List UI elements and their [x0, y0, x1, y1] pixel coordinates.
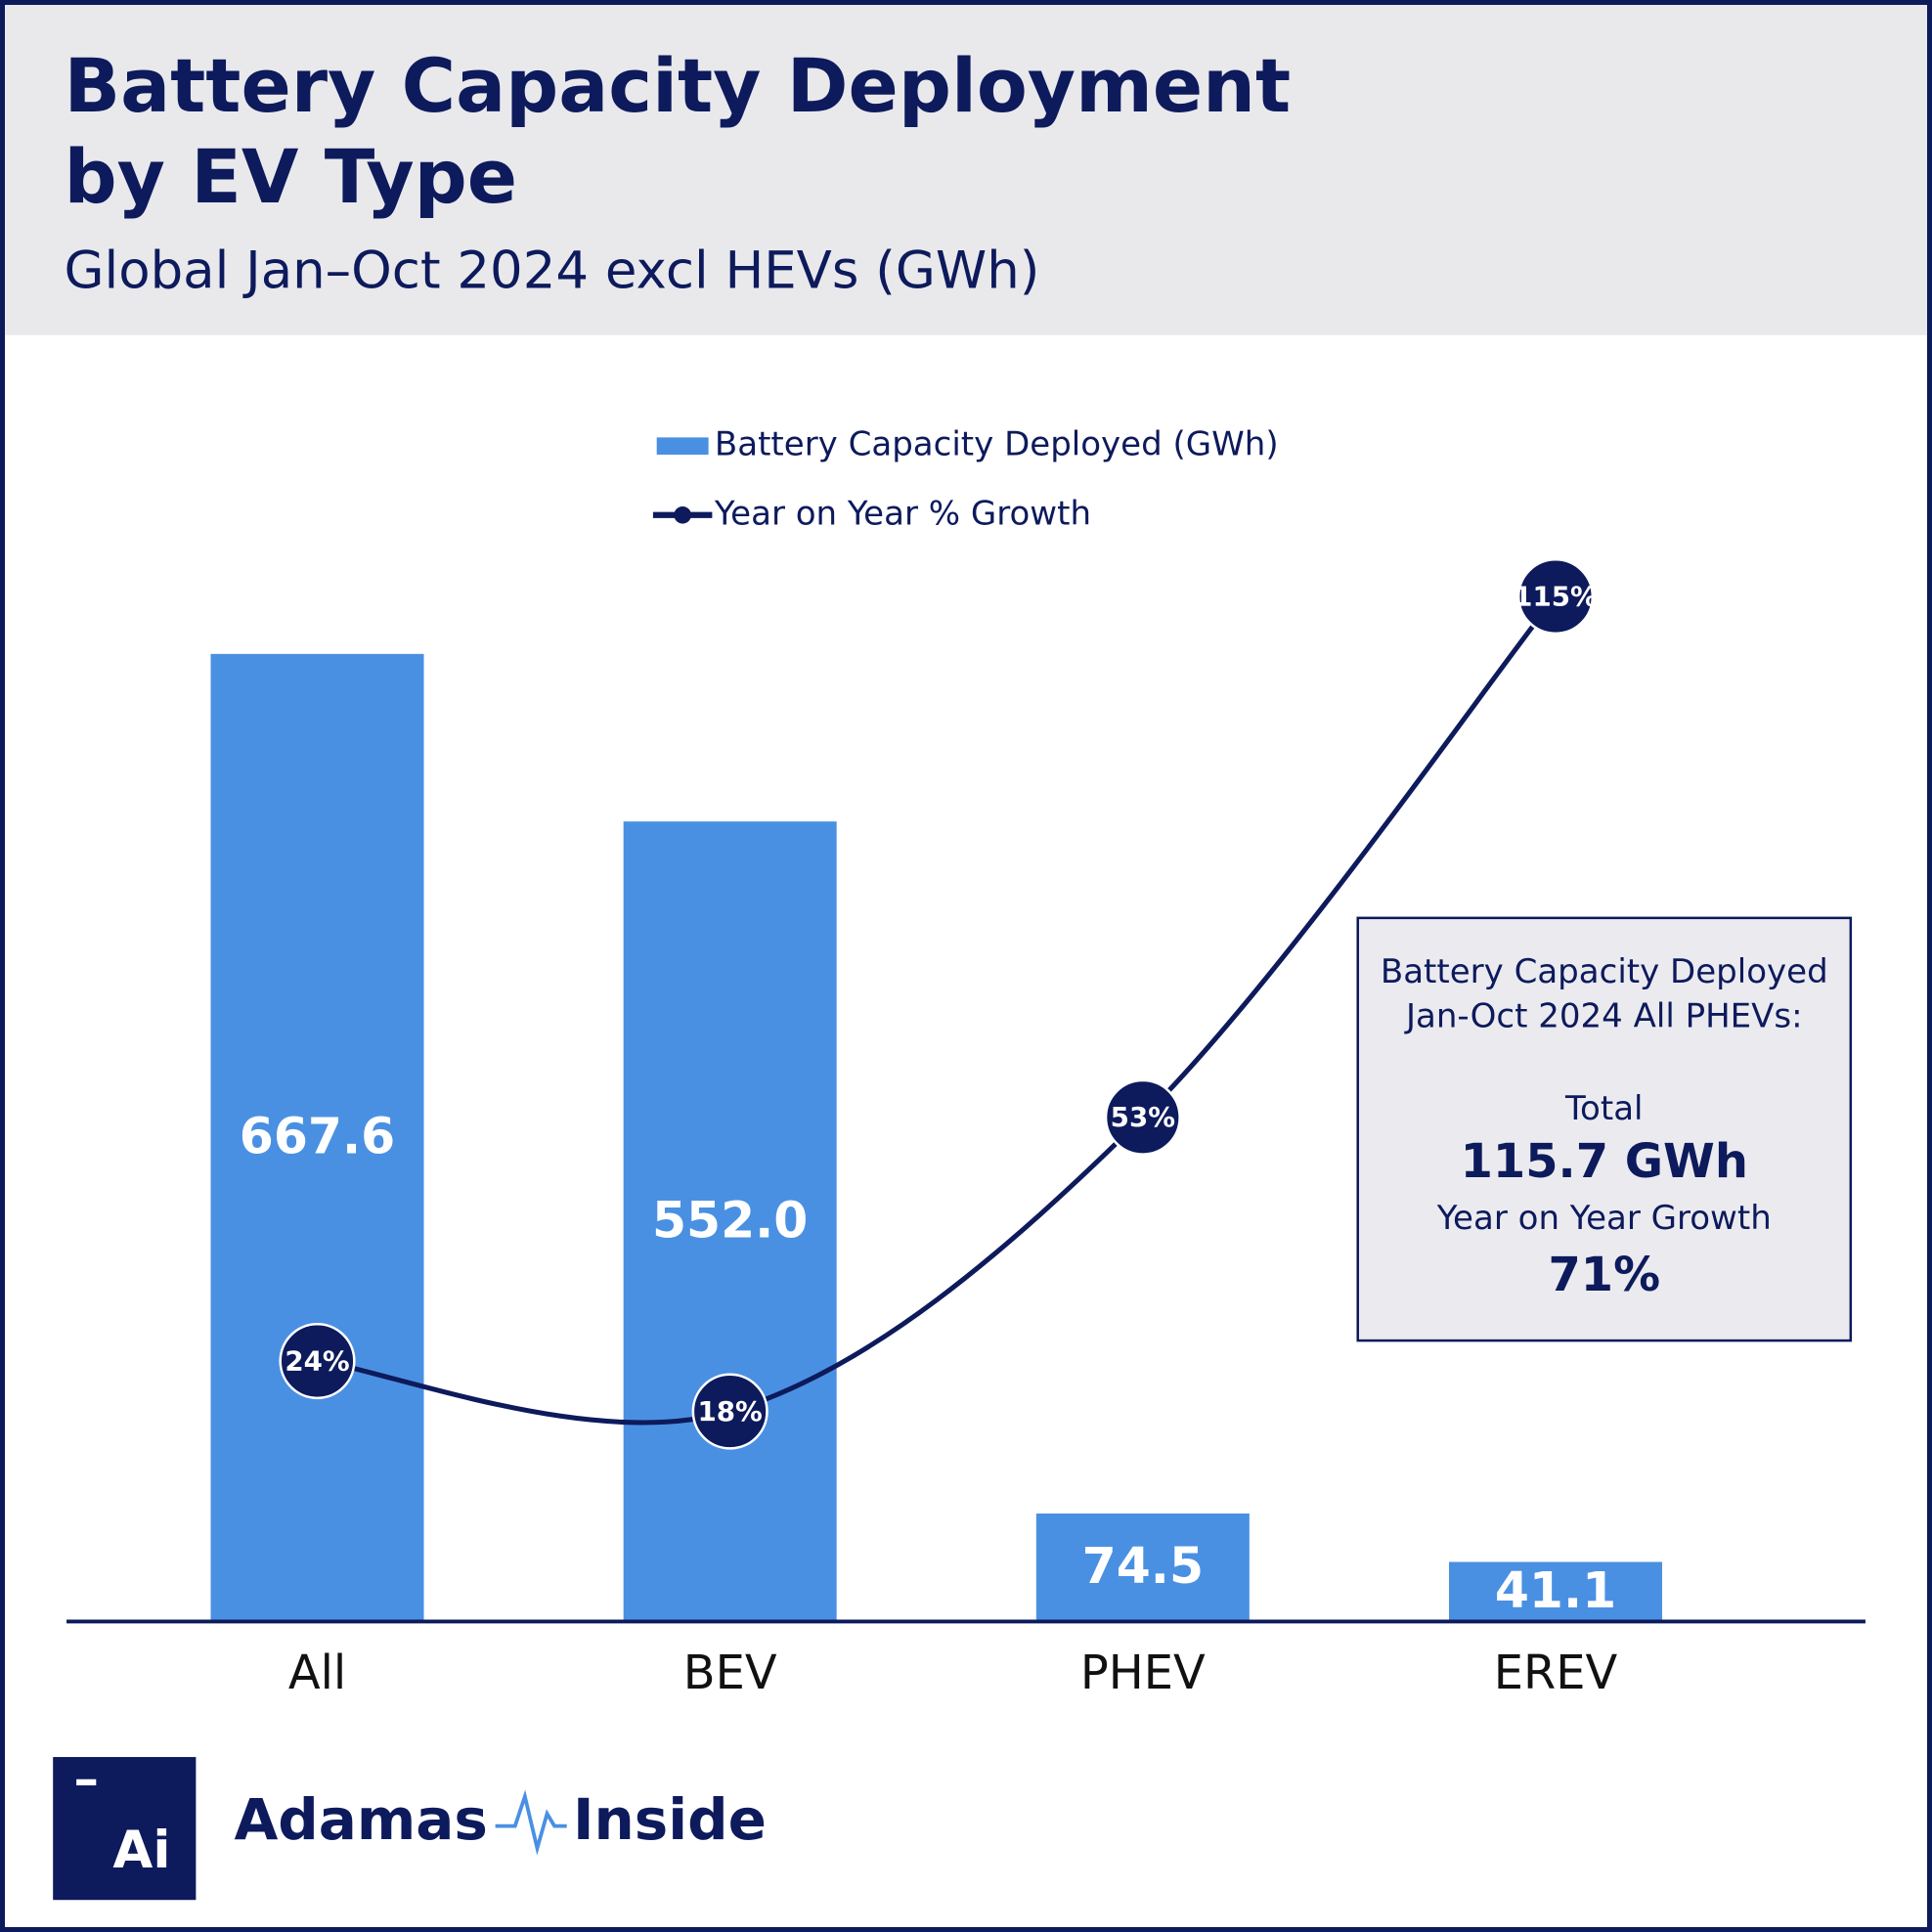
- chart-title: by EV Type: [65, 134, 518, 220]
- chart-title: Battery Capacity Deployment: [65, 43, 1292, 129]
- line-marker: [1104, 1078, 1181, 1156]
- data-label: 18%: [697, 1395, 762, 1427]
- x-tick-label: PHEV: [1080, 1647, 1206, 1700]
- data-label: 41.1: [1495, 1561, 1616, 1619]
- chart-subtitle: Global Jan–Oct 2024 excl HEVs (GWh): [65, 241, 1040, 300]
- logo-mark: [76, 1778, 97, 1786]
- data-label: 667.6: [240, 1108, 395, 1165]
- logo-pulse: [495, 1789, 567, 1856]
- annotation-text: Year on Year Growth: [1436, 1199, 1772, 1238]
- legend-entry: Battery Capacity Deployed (GWh): [715, 425, 1279, 464]
- line-marker: [1516, 558, 1595, 636]
- data-label: 53%: [1111, 1101, 1175, 1133]
- data-label: 115%: [1514, 580, 1598, 612]
- bar: [1035, 1513, 1250, 1622]
- annotation-box: [1356, 916, 1853, 1342]
- line-marker: [691, 1373, 768, 1450]
- bar: [623, 821, 837, 1622]
- x-tick-label: All: [288, 1647, 346, 1700]
- line-marker: [279, 1322, 356, 1400]
- bar: [210, 653, 424, 1622]
- x-tick-label: BEV: [683, 1647, 777, 1700]
- logo-name: Adamas: [234, 1786, 487, 1853]
- logo-text: Ai: [112, 1821, 170, 1880]
- annotation-value: 115.7 GWh: [1461, 1135, 1748, 1189]
- annotation-text: Battery Capacity Deployed: [1381, 952, 1828, 991]
- annotation-text: Total: [1564, 1089, 1643, 1128]
- header: [5, 5, 1927, 335]
- legend-swatch: [674, 505, 691, 524]
- legend-entry: Year on Year % Growth: [714, 494, 1091, 533]
- line: [317, 594, 1558, 1426]
- data-label: 552.0: [652, 1191, 808, 1249]
- legend-swatch: [656, 437, 709, 456]
- plot-area: 667.6 552.0 74.5 41.1 All BEV PHEV EREV 24% 18% 53…: [66, 558, 1866, 1700]
- annotation-text: Jan-Oct 2024 All PHEVs:: [1404, 996, 1803, 1035]
- x-tick-label: EREV: [1494, 1647, 1618, 1700]
- data-label: 24%: [285, 1344, 349, 1377]
- logo-name: Inside: [573, 1786, 767, 1853]
- bar: [1449, 1561, 1663, 1622]
- data-label: 74.5: [1082, 1537, 1204, 1595]
- annotation-value: 71%: [1548, 1249, 1660, 1302]
